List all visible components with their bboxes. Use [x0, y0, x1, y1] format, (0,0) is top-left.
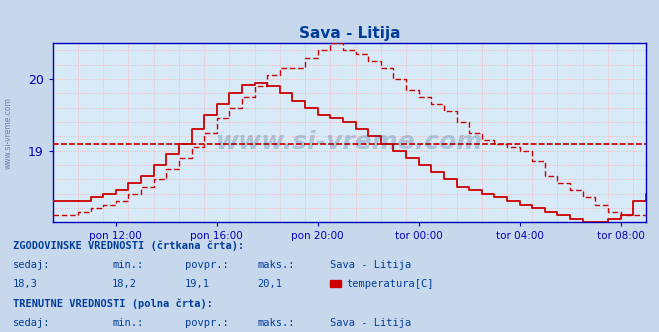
- Text: sedaj:: sedaj:: [13, 318, 51, 328]
- Text: maks.:: maks.:: [257, 318, 295, 328]
- Text: ZGODOVINSKE VREDNOSTI (črtkana črta):: ZGODOVINSKE VREDNOSTI (črtkana črta):: [13, 241, 244, 251]
- Text: 18,3: 18,3: [13, 279, 38, 289]
- Text: 19,1: 19,1: [185, 279, 210, 289]
- Text: sedaj:: sedaj:: [13, 260, 51, 270]
- Text: min.:: min.:: [112, 260, 143, 270]
- Text: 20,1: 20,1: [257, 279, 282, 289]
- Text: min.:: min.:: [112, 318, 143, 328]
- Title: Sava - Litija: Sava - Litija: [299, 26, 400, 41]
- Text: www.si-vreme.com: www.si-vreme.com: [215, 130, 483, 154]
- Text: maks.:: maks.:: [257, 260, 295, 270]
- Text: povpr.:: povpr.:: [185, 260, 228, 270]
- Text: temperatura[C]: temperatura[C]: [346, 279, 434, 289]
- Text: TRENUTNE VREDNOSTI (polna črta):: TRENUTNE VREDNOSTI (polna črta):: [13, 298, 213, 309]
- Text: povpr.:: povpr.:: [185, 318, 228, 328]
- Text: Sava - Litija: Sava - Litija: [330, 260, 411, 270]
- Text: Sava - Litija: Sava - Litija: [330, 318, 411, 328]
- Text: www.si-vreme.com: www.si-vreme.com: [3, 97, 13, 169]
- Text: 18,2: 18,2: [112, 279, 137, 289]
